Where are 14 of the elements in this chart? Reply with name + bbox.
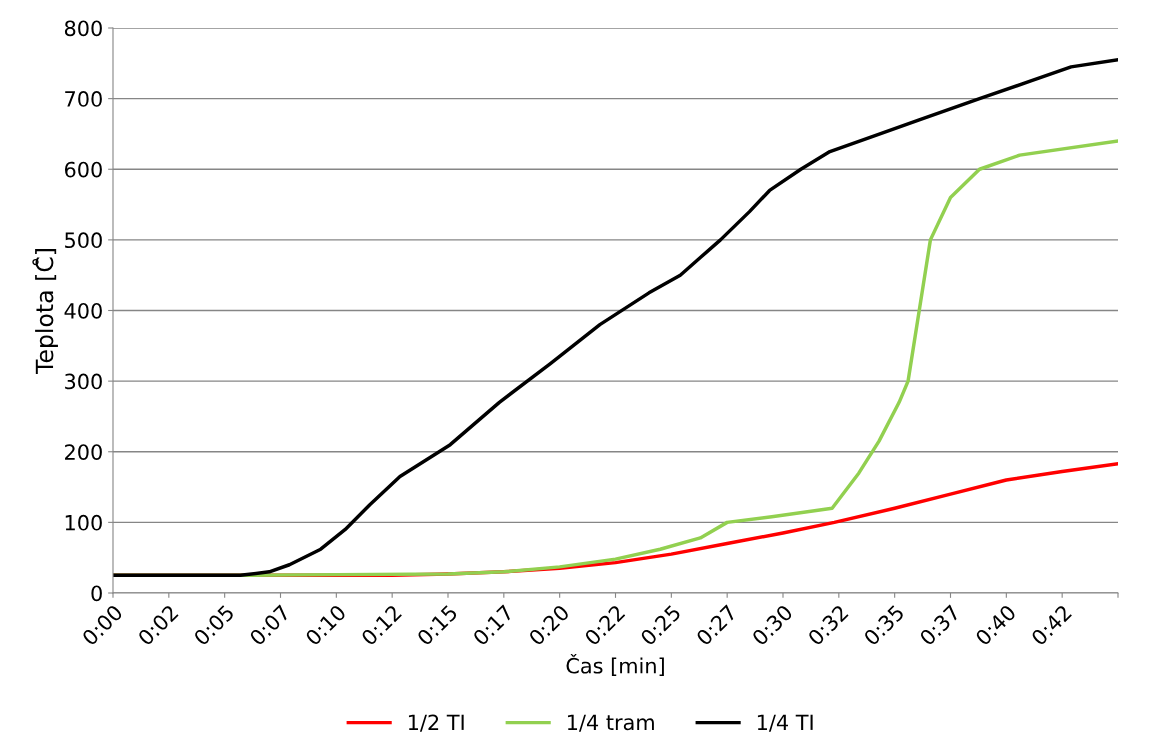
y-tick-label: 0 — [91, 585, 102, 602]
y-tick-label: 800 — [64, 20, 102, 37]
y-tick-label: 500 — [65, 232, 102, 249]
x-axis-title: Čas [min] — [566, 654, 664, 677]
y-tick-label: 200 — [65, 444, 102, 460]
y-axis-title: Teplota [C̊] — [32, 249, 58, 375]
legend-label: 1/4 tram — [567, 714, 654, 732]
legend-label: 1/2 TI — [408, 714, 464, 732]
y-tick-label: 100 — [65, 514, 102, 531]
legend-label: 1/4 TI — [757, 714, 813, 732]
y-tick-label: 300 — [65, 373, 102, 390]
y-tick-label: 600 — [64, 161, 102, 178]
y-tick-label: 400 — [64, 302, 102, 319]
y-tick-label: 700 — [65, 91, 102, 107]
